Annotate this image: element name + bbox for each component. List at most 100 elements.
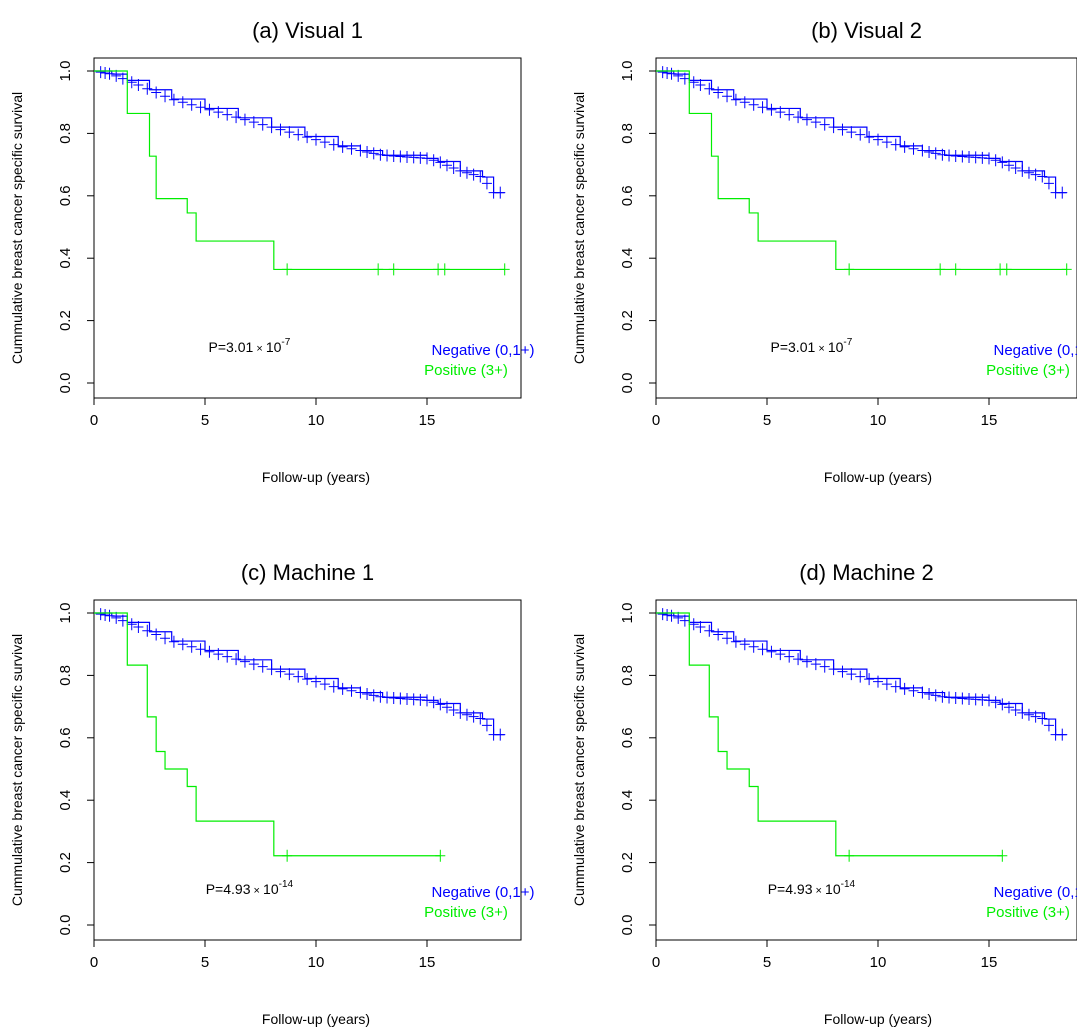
censor-mark-negative bbox=[346, 142, 357, 155]
p-value-base: 10 bbox=[828, 339, 844, 355]
y-tick-label: 0.0 bbox=[57, 373, 74, 394]
censor-mark-negative bbox=[937, 690, 948, 703]
censor-mark-positive bbox=[435, 849, 446, 862]
censor-mark-negative bbox=[837, 665, 848, 678]
censor-mark-negative bbox=[990, 154, 1001, 167]
censor-mark-negative bbox=[801, 655, 812, 668]
censor-mark-negative bbox=[1023, 166, 1034, 179]
survival-curve-positive bbox=[94, 70, 505, 271]
censor-mark-negative bbox=[441, 701, 452, 714]
censor-mark-negative bbox=[328, 138, 339, 151]
p-value-times: × bbox=[250, 885, 263, 897]
censor-mark-negative bbox=[168, 93, 179, 106]
censor-mark-negative bbox=[766, 103, 777, 116]
censor-mark-negative bbox=[160, 90, 171, 103]
y-tick-label: 1.0 bbox=[57, 61, 74, 82]
censor-mark-negative bbox=[793, 653, 804, 666]
censor-mark-negative bbox=[810, 116, 821, 129]
censor-mark-negative bbox=[673, 611, 684, 624]
legend-entry-negative: Negative (0,1+) bbox=[994, 342, 1077, 359]
x-tick-label: 10 bbox=[308, 954, 325, 971]
y-tick-label: 0.4 bbox=[57, 248, 74, 269]
legend-entry-positive: Positive (3+) bbox=[424, 362, 508, 379]
censor-mark-negative bbox=[448, 162, 459, 175]
p-value-times: × bbox=[253, 343, 266, 355]
censor-mark-negative bbox=[766, 645, 777, 658]
censor-mark-positive bbox=[935, 263, 946, 276]
censor-mark-negative bbox=[422, 694, 432, 707]
p-value-mantissa: P=3.01 bbox=[209, 339, 254, 355]
censor-mark-negative bbox=[673, 69, 684, 82]
censor-mark-negative bbox=[204, 645, 215, 658]
censor-mark-negative bbox=[713, 86, 724, 99]
censor-mark-negative bbox=[793, 111, 804, 124]
censor-mark-negative bbox=[1023, 708, 1034, 721]
legend-entry-negative: Negative (0,1+) bbox=[432, 884, 535, 901]
censor-mark-negative bbox=[775, 106, 786, 119]
censor-mark-negative bbox=[1010, 704, 1021, 717]
p-value-exponent: -14 bbox=[279, 879, 294, 890]
censor-mark-negative bbox=[890, 680, 901, 693]
x-tick-label: 5 bbox=[763, 412, 771, 429]
x-tick-label: 10 bbox=[870, 412, 887, 429]
censor-mark-negative bbox=[722, 632, 733, 645]
censor-mark-negative bbox=[495, 186, 506, 199]
censor-mark-negative bbox=[662, 608, 673, 621]
censor-mark-negative bbox=[881, 136, 892, 149]
censor-mark-negative bbox=[688, 76, 699, 89]
censor-mark-negative bbox=[828, 663, 839, 676]
y-tick-label: 0.2 bbox=[619, 852, 636, 873]
censor-mark-negative bbox=[757, 643, 768, 656]
censor-mark-negative bbox=[748, 98, 759, 111]
censor-mark-negative bbox=[801, 113, 812, 126]
censor-mark-negative bbox=[730, 93, 741, 106]
censor-mark-negative bbox=[864, 131, 875, 144]
censor-mark-negative bbox=[275, 123, 286, 136]
censor-mark-negative bbox=[984, 694, 994, 707]
y-tick-label: 1.0 bbox=[57, 603, 74, 624]
censor-mark-negative bbox=[337, 682, 348, 695]
censor-mark-negative bbox=[688, 618, 699, 631]
y-axis-label: Cummulative breast cancer specific survi… bbox=[571, 634, 587, 906]
y-tick-label: 0.6 bbox=[57, 727, 74, 748]
x-tick-label: 10 bbox=[308, 412, 325, 429]
censor-mark-positive bbox=[388, 263, 399, 276]
censor-mark-negative bbox=[266, 121, 277, 134]
censor-mark-negative bbox=[293, 670, 304, 683]
x-axis-label: Follow-up (years) bbox=[824, 1011, 932, 1027]
p-value-base: 10 bbox=[266, 339, 282, 355]
censor-mark-negative bbox=[1037, 712, 1048, 725]
censor-mark-negative bbox=[204, 103, 215, 116]
censor-mark-negative bbox=[468, 168, 479, 181]
plot-area bbox=[656, 608, 1068, 862]
y-tick-label: 0.6 bbox=[57, 185, 74, 206]
censor-mark-negative bbox=[117, 72, 128, 85]
censor-mark-negative bbox=[657, 66, 668, 79]
censor-mark-negative bbox=[111, 611, 122, 624]
censor-mark-negative bbox=[1043, 719, 1054, 732]
censor-mark-positive bbox=[997, 849, 1008, 862]
censor-mark-negative bbox=[855, 128, 866, 141]
survival-curve-positive bbox=[656, 612, 1003, 857]
censor-mark-negative bbox=[662, 66, 673, 79]
censor-mark-positive bbox=[439, 263, 450, 276]
censor-mark-negative bbox=[757, 101, 768, 114]
x-tick-label: 15 bbox=[981, 412, 998, 429]
y-tick-label: 0.0 bbox=[57, 915, 74, 936]
censor-mark-negative bbox=[810, 658, 821, 671]
p-value-annotation: P=4.93 × 10-14 bbox=[768, 879, 856, 897]
censor-mark-negative bbox=[461, 708, 472, 721]
censor-mark-negative bbox=[177, 638, 188, 651]
x-tick-label: 15 bbox=[419, 412, 436, 429]
censor-mark-negative bbox=[142, 82, 153, 95]
censor-mark-negative bbox=[837, 123, 848, 136]
x-tick-label: 5 bbox=[201, 954, 209, 971]
censor-mark-negative bbox=[133, 79, 144, 92]
y-tick-label: 0.4 bbox=[619, 248, 636, 269]
censor-mark-negative bbox=[435, 156, 446, 169]
censor-mark-negative bbox=[1030, 710, 1041, 723]
y-tick-label: 0.2 bbox=[619, 310, 636, 331]
censor-mark-negative bbox=[375, 690, 386, 703]
censor-mark-negative bbox=[126, 618, 137, 631]
